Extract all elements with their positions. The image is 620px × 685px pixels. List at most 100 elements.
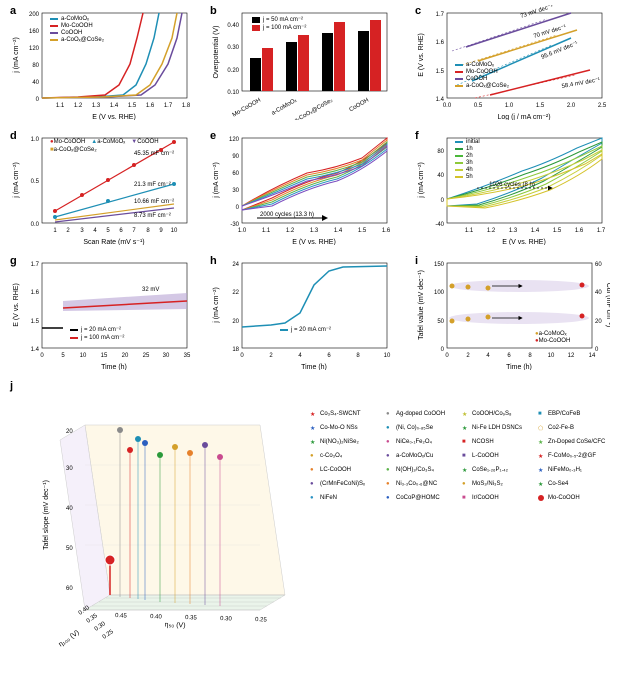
svg-text:0.5: 0.5 — [31, 179, 40, 185]
svg-text:6: 6 — [327, 353, 331, 359]
panel-d-legend: ●Mo-CoOOH ▲a-CoMoOₓ ▼CoOOH ■a-CoOₓ@CoSe₂ — [50, 138, 160, 154]
svg-text:120: 120 — [229, 137, 240, 143]
svg-text:0.40: 0.40 — [227, 23, 239, 29]
panel-a-label: a — [10, 5, 16, 17]
svg-text:0: 0 — [36, 97, 40, 103]
svg-text:j (mA cm⁻²): j (mA cm⁻²) — [418, 162, 425, 199]
panel-h: h 18 20 22 24 0 2 4 6 8 10 Time (h) j (m… — [210, 255, 395, 370]
svg-text:1026 cycles (8 h): 1026 cycles (8 h) — [489, 182, 535, 188]
svg-text:1.5: 1.5 — [128, 103, 137, 109]
svg-text:1.7: 1.7 — [164, 103, 173, 109]
svg-text:1.1: 1.1 — [465, 228, 474, 234]
svg-text:1.0: 1.0 — [238, 228, 247, 234]
panel-e: e -30 0 30 60 90 120 1.0 1.1 1.2 1.3 1.4… — [210, 130, 395, 245]
svg-text:0.30: 0.30 — [94, 621, 108, 633]
svg-text:0.40: 0.40 — [150, 614, 163, 621]
svg-text:1.2: 1.2 — [487, 228, 496, 234]
svg-text:0: 0 — [236, 205, 240, 211]
svg-text:60: 60 — [232, 171, 239, 177]
panel-d: d 0.0 0.5 1.0 12 34 56 78 910 45.35 mF c… — [10, 130, 195, 245]
svg-text:2: 2 — [66, 228, 70, 234]
svg-text:40: 40 — [32, 80, 39, 86]
svg-text:58.4 mV dec⁻¹: 58.4 mV dec⁻¹ — [561, 77, 600, 90]
panel-c-label: c — [415, 5, 421, 17]
svg-text:Mo-CoOOH: Mo-CoOOH — [232, 98, 262, 119]
svg-text:6: 6 — [507, 353, 511, 359]
svg-text:40: 40 — [595, 290, 602, 296]
svg-text:8: 8 — [146, 228, 150, 234]
panel-a: a 0 40 80 120 160 200 1.1 1.2 1.3 1.4 1.… — [10, 5, 195, 120]
panel-b-legend: j = 50 mA cm⁻² j = 100 mA cm⁻² — [252, 15, 306, 32]
svg-text:E (V vs. RHE): E (V vs. RHE) — [502, 239, 546, 245]
svg-text:j (mA cm⁻²): j (mA cm⁻²) — [213, 287, 220, 324]
panel-c-chart: 1.4 1.5 1.6 1.7 0.0 0.5 1.0 1.5 2.0 2.5 … — [415, 5, 610, 120]
svg-text:0.25: 0.25 — [102, 629, 116, 641]
svg-text:10: 10 — [171, 228, 178, 234]
panel-h-chart: 18 20 22 24 0 2 4 6 8 10 Time (h) j (mA … — [210, 255, 395, 370]
svg-text:1.8: 1.8 — [182, 103, 191, 109]
svg-text:73 mV dec⁻¹: 73 mV dec⁻¹ — [520, 5, 554, 20]
svg-text:10: 10 — [548, 353, 555, 359]
svg-text:2000 cycles (13.3 h): 2000 cycles (13.3 h) — [260, 212, 314, 218]
svg-text:1.5: 1.5 — [436, 69, 445, 75]
svg-text:Tafel value (mV dec⁻¹): Tafel value (mV dec⁻¹) — [418, 270, 425, 340]
svg-text:0.25: 0.25 — [255, 617, 268, 624]
svg-text:7: 7 — [132, 228, 136, 234]
svg-text:30: 30 — [66, 466, 73, 472]
panel-j-chart: η₅₀ (V) η₁₀₀ (V) Tafel slope (mV dec⁻¹) … — [10, 385, 310, 670]
svg-text:6: 6 — [119, 228, 123, 234]
svg-text:-40: -40 — [435, 222, 444, 228]
svg-text:E (V vs. RHE): E (V vs. RHE) — [13, 283, 20, 327]
svg-text:1.5: 1.5 — [553, 228, 562, 234]
svg-text:30: 30 — [232, 188, 239, 194]
panel-g-label: g — [10, 255, 17, 267]
svg-text:1.6: 1.6 — [31, 290, 40, 296]
panel-f-label: f — [415, 130, 419, 142]
panel-c-ylabel: E (V vs. RHE) — [418, 33, 425, 77]
panel-d-xlabel: Scan Rate (mV s⁻¹) — [83, 239, 144, 245]
svg-text:1.6: 1.6 — [382, 228, 391, 234]
svg-text:0.30: 0.30 — [227, 45, 239, 51]
svg-text:Tafel slope (mV dec⁻¹): Tafel slope (mV dec⁻¹) — [43, 480, 50, 550]
panel-g-chart: 1.4 1.5 1.6 1.7 0 5 10 15 20 25 30 35 32… — [10, 255, 195, 370]
svg-text:8.73 mF cm⁻²: 8.73 mF cm⁻² — [134, 213, 171, 219]
svg-text:14: 14 — [589, 353, 596, 359]
svg-text:1.3: 1.3 — [310, 228, 319, 234]
svg-text:0.45: 0.45 — [115, 613, 128, 620]
svg-text:5: 5 — [61, 353, 65, 359]
panel-a-legend: a-CoMoOₓ Mo-CoOOH CoOOH a-CoOₓ@CoSe₂ — [50, 15, 104, 44]
svg-text:1.6: 1.6 — [146, 103, 155, 109]
svg-text:30: 30 — [163, 353, 170, 359]
panel-f-chart: -40 0 40 80 1.1 1.2 1.3 1.4 1.5 1.6 1.7 … — [415, 130, 610, 245]
panel-i-chart: 0 50 100 150 0 20 40 60 0 2 4 6 8 10 12 … — [415, 255, 610, 370]
svg-text:0: 0 — [240, 353, 244, 359]
svg-text:1.4: 1.4 — [531, 228, 540, 234]
panel-g-legend: j = 20 mA cm⁻² j = 100 mA cm⁻² — [70, 325, 124, 342]
svg-text:95.6 mV dec⁻¹: 95.6 mV dec⁻¹ — [541, 41, 579, 61]
svg-text:1.3: 1.3 — [92, 103, 101, 109]
panel-d-label: d — [10, 130, 17, 142]
panel-e-label: e — [210, 130, 216, 142]
svg-text:20: 20 — [66, 429, 73, 435]
svg-text:Time (h): Time (h) — [506, 364, 532, 370]
svg-text:60: 60 — [66, 586, 73, 592]
svg-text:22: 22 — [232, 290, 239, 296]
svg-text:0.35: 0.35 — [86, 613, 100, 625]
svg-text:50: 50 — [66, 546, 73, 552]
svg-text:3: 3 — [80, 228, 84, 234]
svg-text:1.4: 1.4 — [31, 347, 40, 353]
panel-b-ylabel: Overpotential (V) — [213, 26, 220, 79]
svg-text:150: 150 — [434, 262, 445, 268]
svg-text:200: 200 — [29, 12, 40, 18]
svg-text:10: 10 — [80, 353, 87, 359]
svg-text:25: 25 — [143, 353, 150, 359]
svg-text:0: 0 — [595, 347, 599, 353]
svg-text:0: 0 — [441, 347, 445, 353]
svg-text:0: 0 — [441, 198, 445, 204]
panel-c-xlabel: Log (j / mA cm⁻²) — [497, 114, 550, 120]
svg-text:5: 5 — [106, 228, 110, 234]
svg-text:4: 4 — [298, 353, 302, 359]
panel-g: g 1.4 1.5 1.6 1.7 0 5 10 15 20 25 30 35 — [10, 255, 195, 370]
panel-h-legend: j = 20 mA cm⁻² — [280, 325, 331, 334]
svg-text:0.35: 0.35 — [185, 615, 198, 622]
